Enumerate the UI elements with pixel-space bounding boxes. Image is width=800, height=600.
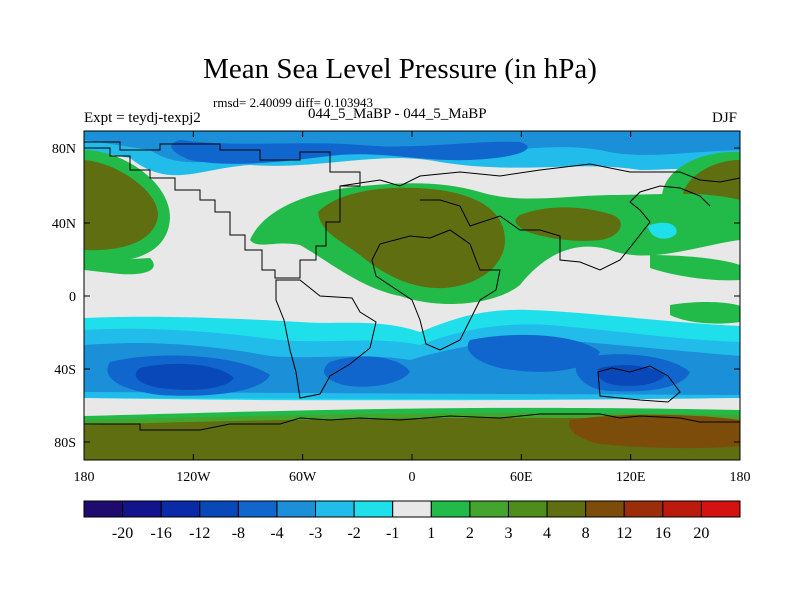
map-axes: 180 120W 60W 0 60E 120E 180 80N 40N 0 40S 80S [52, 131, 751, 485]
colorbar-label: 20 [693, 525, 709, 542]
eurasia-coast [339, 163, 740, 271]
colorbar-swatch [546, 500, 587, 518]
colorbar-label: -1 [386, 525, 399, 542]
colorbar-label: -12 [189, 525, 210, 542]
south-america-coast [275, 279, 377, 399]
colorbar-label: 1 [427, 525, 435, 542]
pressure-field [84, 131, 740, 460]
colorbar-swatch [430, 500, 471, 518]
colorbar-label: -16 [151, 525, 172, 542]
indian-low-core [597, 365, 665, 386]
stats-label: rmsd= 2.40099 diff= 0.103943 [213, 95, 373, 110]
x-tick-label: 180 [74, 470, 95, 485]
colorbar-label: 16 [655, 525, 671, 542]
south-pacific-low-core [135, 363, 234, 390]
colorbar-swatch [700, 500, 741, 518]
continental-high-core [318, 187, 505, 289]
colorbar-swatch [353, 500, 394, 518]
north-america-coast [84, 141, 361, 279]
map-title: Mean Sea Level Pressure (in hPa) [203, 53, 597, 85]
x-tick-label: 0 [409, 470, 416, 485]
season-label: DJF [712, 110, 738, 126]
colorbar-label: 8 [582, 525, 590, 542]
pacific-high-core-left [84, 160, 158, 251]
indian-low-west [467, 334, 600, 372]
australia-coast [597, 365, 681, 403]
colorbar-label: -20 [112, 525, 133, 542]
colorbar-swatch [83, 500, 124, 518]
y-tick-label: 40S [54, 363, 76, 378]
africa-coast [371, 229, 501, 351]
antarctic-high-core [569, 414, 740, 449]
colorbar-label: 2 [466, 525, 474, 542]
pacific-cyan-patch [648, 222, 677, 239]
antarctica-coast [84, 413, 740, 431]
colorbar-swatch [392, 500, 432, 518]
y-tick-label: 40N [52, 217, 76, 232]
colorbar-label: -3 [309, 525, 322, 542]
x-tick-label: 120W [176, 470, 211, 485]
antarctic-neutral-ring [84, 398, 740, 416]
colorbar-swatch [469, 500, 509, 518]
colorbar-label: 3 [504, 525, 512, 542]
y-tick-label: 0 [69, 290, 76, 305]
colorbar: -20 -16 -12 -8 -4 -3 -2 -1 1 2 3 4 8 12 16 20 [83, 500, 741, 542]
colorbar-swatch [623, 500, 664, 518]
asian-high-core [515, 207, 621, 241]
colorbar-swatch [276, 500, 317, 518]
colorbar-swatch [237, 500, 278, 518]
colorbar-label: 12 [616, 525, 632, 542]
colorbar-swatch [507, 500, 548, 518]
colorbar-swatch [160, 500, 201, 518]
x-tick-label: 60W [289, 470, 317, 485]
colorbar-swatch [662, 500, 702, 518]
x-tick-label: 120E [616, 470, 646, 485]
experiment-label: Expt = teydj-texpj2 [84, 110, 201, 126]
subtitle-label: 044_5_MaBP - 044_5_MaBP [308, 106, 487, 122]
colorbar-swatch [315, 500, 355, 518]
coastlines [84, 141, 740, 431]
colorbar-label: 4 [543, 525, 551, 542]
colorbar-swatch [199, 500, 239, 518]
y-tick-label: 80S [54, 436, 76, 451]
colorbar-label: -2 [347, 525, 360, 542]
x-tick-label: 180 [730, 470, 751, 485]
x-tick-label: 60E [510, 470, 533, 485]
colorbar-swatch [122, 500, 162, 518]
east-green-patch-2 [670, 302, 740, 324]
pacific-green-patch [84, 258, 154, 275]
east-green-patch [650, 255, 740, 281]
south-atlantic-low [324, 356, 410, 387]
colorbar-label: -4 [270, 525, 283, 542]
colorbar-swatch [585, 500, 625, 518]
y-tick-label: 80N [52, 142, 76, 157]
colorbar-label: -8 [232, 525, 245, 542]
